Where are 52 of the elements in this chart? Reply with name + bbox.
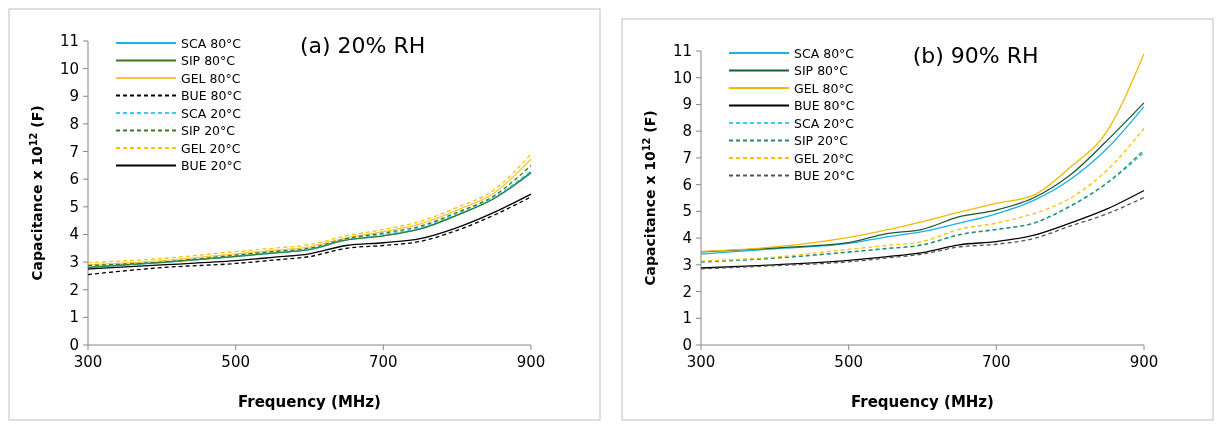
x-tick-label: 500 [834, 353, 863, 371]
y-tick-label: 1 [69, 308, 79, 327]
y-tick-label: 8 [682, 122, 692, 141]
chart-title: (b) 90% RH [912, 43, 1039, 68]
y-tick-label: 3 [69, 253, 79, 272]
legend-label: BUE 80°C [181, 88, 242, 103]
y-tick-label: 3 [682, 255, 692, 274]
legend-label: SIP 80°C [794, 63, 849, 78]
legend-label: SIP 20°C [794, 133, 849, 148]
x-tick-label: 300 [73, 353, 103, 371]
y-tick-label: 5 [682, 202, 692, 221]
y-tick-label: 2 [69, 280, 79, 299]
y-tick-label: 0 [69, 336, 79, 354]
legend-label: GEL 80°C [181, 70, 241, 86]
legend-label: SIP 20°C [181, 123, 236, 138]
legend-label: GEL 20°C [794, 150, 854, 166]
legend-label: SCA 80°C [794, 45, 855, 61]
y-tick-label: 10 [59, 59, 79, 78]
y-tick-label: 4 [682, 229, 692, 248]
legend-label: SIP 80°C [181, 53, 236, 68]
x-axis-title: Frequency (MHz) [238, 393, 381, 411]
y-tick-label: 8 [69, 114, 79, 133]
x-tick-label: 700 [369, 353, 398, 371]
y-tick-label: 0 [682, 336, 692, 354]
x-tick-label: 300 [686, 353, 716, 371]
y-tick-label: 11 [672, 42, 692, 60]
y-tick-label: 2 [682, 282, 692, 301]
y-tick-label: 5 [69, 197, 79, 216]
legend-label: BUE 80°C [794, 98, 855, 113]
legend-label: BUE 20°C [794, 168, 855, 183]
y-tick-label: 1 [682, 309, 692, 328]
y-tick-label: 10 [672, 68, 692, 87]
x-tick-label: 500 [221, 353, 250, 371]
y-tick-label: 9 [69, 87, 79, 106]
legend-label: SCA 20°C [794, 115, 855, 131]
x-tick-label: 900 [516, 353, 546, 371]
legend-label: SCA 80°C [181, 35, 242, 51]
y-tick-label: 9 [682, 95, 692, 114]
y-tick-label: 11 [59, 32, 79, 50]
x-tick-label: 700 [982, 353, 1011, 371]
legend-label: BUE 20°C [181, 158, 242, 173]
x-tick-label: 900 [1129, 353, 1159, 371]
y-tick-label: 6 [682, 175, 692, 194]
legend-label: SCA 20°C [181, 105, 242, 121]
y-tick-label: 7 [682, 148, 692, 167]
chart-title: (a) 20% RH [299, 33, 426, 58]
y-tick-label: 6 [69, 170, 79, 189]
legend-label: GEL 80°C [794, 80, 854, 96]
y-tick-label: 7 [69, 142, 79, 161]
y-tick-label: 4 [69, 225, 79, 244]
legend-label: GEL 20°C [181, 140, 241, 156]
x-axis-title: Frequency (MHz) [851, 393, 994, 411]
